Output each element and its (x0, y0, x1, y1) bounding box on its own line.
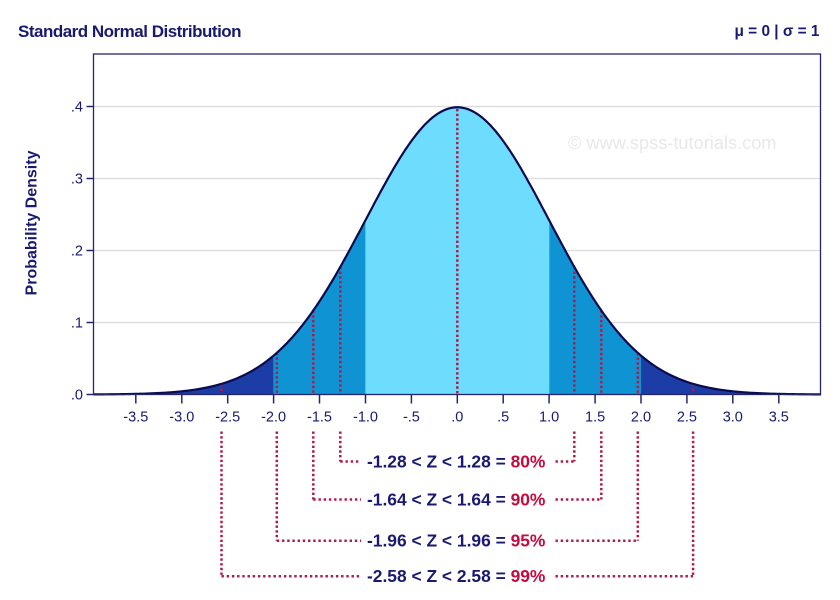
svg-text:-3.5: -3.5 (123, 410, 148, 426)
svg-text:μ = 0 | σ = 1: μ = 0 | σ = 1 (734, 23, 819, 40)
svg-text:.0: .0 (451, 410, 463, 426)
svg-text:Standard Normal Distribution: Standard Normal Distribution (18, 22, 241, 41)
svg-text:.1: .1 (71, 316, 83, 332)
svg-text:-.5: -.5 (403, 410, 420, 426)
svg-text:Probability Density: Probability Density (24, 150, 41, 295)
svg-text:-1.96 < Z < 1.96 = 95%: -1.96 < Z < 1.96 = 95% (367, 530, 545, 550)
svg-text:-2.0: -2.0 (261, 410, 286, 426)
svg-text:2.0: 2.0 (631, 410, 651, 426)
svg-text:-3.0: -3.0 (169, 410, 194, 426)
svg-text:-1.5: -1.5 (307, 410, 332, 426)
svg-text:.0: .0 (71, 388, 83, 404)
svg-text:3.0: 3.0 (723, 410, 743, 426)
svg-text:.5: .5 (497, 410, 509, 426)
svg-text:2.5: 2.5 (677, 410, 697, 426)
svg-text:.3: .3 (71, 172, 83, 188)
svg-text:-1.64 < Z < 1.64 = 90%: -1.64 < Z < 1.64 = 90% (367, 490, 545, 510)
svg-text:1.0: 1.0 (539, 410, 559, 426)
svg-text:3.5: 3.5 (769, 410, 789, 426)
svg-text:1.5: 1.5 (585, 410, 605, 426)
svg-text:-2.58 < Z < 2.58 = 99%: -2.58 < Z < 2.58 = 99% (367, 566, 545, 586)
svg-text:.2: .2 (71, 244, 83, 260)
svg-text:© www.spss-tutorials.com: © www.spss-tutorials.com (568, 133, 776, 153)
svg-text:-1.0: -1.0 (353, 410, 378, 426)
svg-text:-1.28 < Z < 1.28 = 80%: -1.28 < Z < 1.28 = 80% (367, 452, 545, 472)
svg-text:.4: .4 (71, 100, 83, 116)
svg-text:-2.5: -2.5 (215, 410, 240, 426)
